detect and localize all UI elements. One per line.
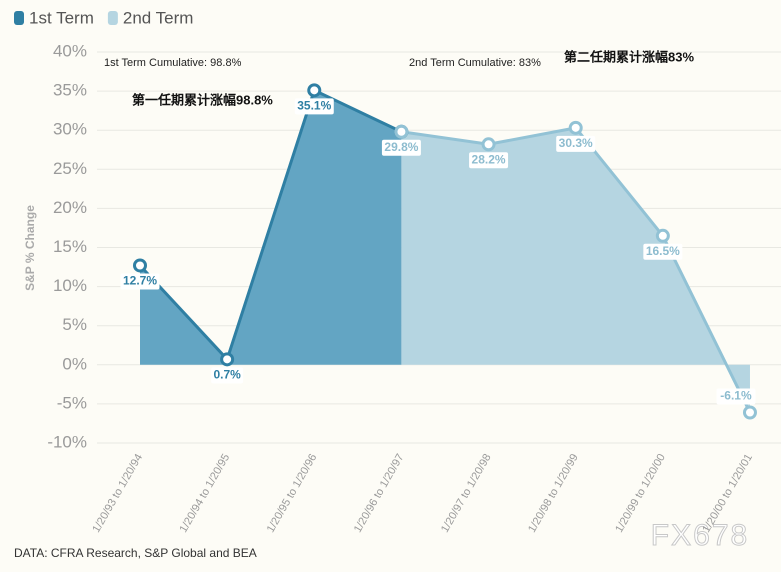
- area: [401, 127, 750, 413]
- point: [655, 228, 670, 243]
- watermark: FX678: [651, 519, 749, 552]
- x-tick-label: 1/20/93 to 1/20/94: [90, 452, 145, 535]
- y-tick-label: 15%: [53, 237, 87, 256]
- x-tick-label: 1/20/98 to 1/20/99: [526, 452, 581, 535]
- data-label: 30.3%: [559, 136, 593, 150]
- annotation: 第一任期累计涨幅98.8%: [132, 92, 273, 107]
- y-tick-label: -5%: [57, 393, 87, 412]
- label-box: [211, 367, 244, 384]
- point: [742, 405, 757, 420]
- data-label: 16.5%: [646, 244, 680, 258]
- x-tick-label: 1/20/94 to 1/20/95: [178, 452, 233, 535]
- point: [133, 258, 147, 273]
- label-box: [556, 135, 596, 152]
- label-box: [469, 152, 509, 169]
- series-line: [138, 88, 403, 363]
- data-label: -6.1%: [720, 389, 752, 403]
- y-tick-label: 35%: [53, 81, 87, 100]
- y-axis-label: S&P % Change: [23, 205, 37, 291]
- legend-label: 2nd Term: [123, 8, 194, 27]
- label-box: [120, 273, 160, 290]
- y-tick-label: 30%: [53, 120, 87, 139]
- y-tick-label: -10%: [47, 432, 87, 451]
- y-tick-label: 40%: [53, 41, 87, 60]
- point: [220, 352, 235, 367]
- legend-label: 1st Term: [29, 8, 94, 27]
- point: [394, 124, 409, 139]
- x-tick-label: 1/20/95 to 1/20/96: [265, 452, 320, 535]
- y-tick-label: 25%: [53, 159, 87, 178]
- data-label: 35.1%: [297, 98, 331, 112]
- annotation: 1st Term Cumulative: 98.8%: [104, 57, 242, 69]
- y-tick-label: 10%: [53, 276, 87, 295]
- data-label: 12.7%: [123, 274, 157, 288]
- label-box: [643, 243, 683, 260]
- x-tick-label: 1/20/96 to 1/20/97: [352, 452, 407, 535]
- data-label: 29.8%: [384, 140, 418, 154]
- label-box: [381, 139, 421, 156]
- legend-swatch: [14, 11, 24, 25]
- annotation: 第二任期累计涨幅83%: [564, 49, 694, 64]
- data-label: 28.2%: [472, 152, 506, 166]
- annotation: 2nd Term Cumulative: 83%: [409, 57, 541, 69]
- point: [307, 83, 322, 98]
- label-box: [716, 388, 756, 405]
- legend-swatch: [107, 11, 118, 25]
- y-tick-label: 20%: [53, 198, 87, 217]
- point: [568, 120, 583, 135]
- label-box: [294, 98, 334, 115]
- data-label: 0.7%: [213, 367, 241, 381]
- y-tick-label: 5%: [62, 315, 87, 334]
- x-tick-label: 1/20/97 to 1/20/98: [439, 452, 494, 535]
- y-tick-label: 0%: [62, 354, 87, 373]
- point: [481, 137, 496, 152]
- source: DATA: CFRA Research, S&P Global and BEA: [14, 546, 257, 560]
